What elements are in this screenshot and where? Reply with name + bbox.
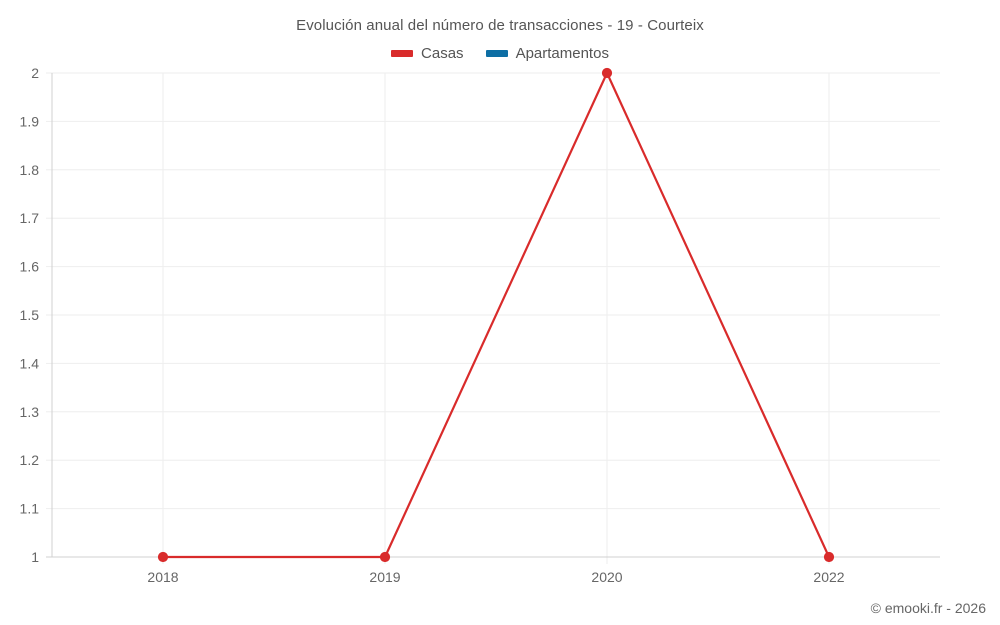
y-axis-tick-label: 1.7 — [20, 210, 40, 226]
y-axis-tick-label: 1.3 — [20, 404, 40, 420]
credit-text: © emooki.fr - 2026 — [870, 600, 986, 616]
y-axis-tick-label: 1.5 — [20, 307, 40, 323]
y-axis-tick-label: 1.6 — [20, 259, 40, 275]
chart-title: Evolución anual del número de transaccio… — [296, 17, 704, 34]
data-point-marker[interactable] — [601, 67, 613, 79]
data-point-marker[interactable] — [379, 551, 391, 563]
data-point-marker[interactable] — [823, 551, 835, 563]
y-axis-tick-label: 1 — [31, 549, 39, 565]
y-axis-tick-label: 1.9 — [20, 113, 40, 129]
legend-swatch-icon-casas — [391, 50, 414, 57]
x-axis-tick-label: 2019 — [369, 569, 400, 585]
x-axis-tick-label: 2022 — [813, 569, 844, 585]
grid-lines — [46, 72, 940, 564]
legend-swatch-icon-apartamentos — [485, 50, 508, 57]
legend-item-apartamentos[interactable]: Apartamentos — [485, 45, 609, 62]
y-axis-tick-label: 1.8 — [20, 162, 40, 178]
y-axis-tick-label: 1.4 — [20, 355, 40, 371]
y-axis-tick-label: 2 — [31, 65, 39, 81]
y-axis-tick-labels: 1 1.1 1.2 1.3 1.4 1.5 1.6 1.7 1.8 1.9 2 — [20, 65, 40, 565]
y-axis-tick-label: 1.2 — [20, 452, 40, 468]
x-axis-tick-label: 2018 — [147, 569, 178, 585]
data-series — [157, 67, 835, 563]
chart-legend: Casas Apartamentos — [0, 45, 1000, 62]
series-line — [161, 71, 831, 559]
x-axis-tick-labels: 2018 2019 2020 2022 — [147, 569, 844, 585]
data-point-marker[interactable] — [157, 551, 169, 563]
y-axis-tick-label: 1.1 — [20, 501, 40, 517]
x-axis-tick-label: 2020 — [591, 569, 622, 585]
legend-item-casas[interactable]: Casas — [391, 45, 464, 62]
legend-label-casas: Casas — [421, 45, 464, 62]
legend-label-apartamentos: Apartamentos — [515, 45, 609, 62]
